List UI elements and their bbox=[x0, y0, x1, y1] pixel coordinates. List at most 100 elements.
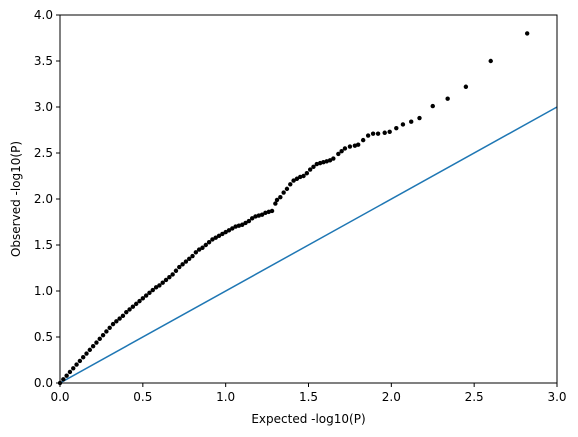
data-point bbox=[430, 103, 435, 109]
data-point bbox=[400, 122, 406, 127]
y-tick-label: 1.5 bbox=[34, 238, 53, 252]
x-tick-label: 0.5 bbox=[133, 390, 152, 404]
data-point bbox=[74, 362, 79, 367]
data-point bbox=[463, 84, 469, 89]
data-point bbox=[294, 176, 300, 181]
data-point bbox=[273, 201, 278, 206]
x-tick-label: 1.0 bbox=[216, 390, 235, 404]
data-point bbox=[347, 144, 353, 149]
data-point bbox=[147, 290, 152, 296]
data-point bbox=[307, 167, 313, 172]
data-point bbox=[298, 174, 303, 180]
data-point bbox=[263, 210, 268, 215]
data-point bbox=[180, 262, 185, 267]
data-point bbox=[206, 240, 212, 245]
data-point bbox=[193, 250, 199, 255]
x-tick-label: 0.0 bbox=[50, 390, 69, 404]
data-point bbox=[153, 285, 159, 290]
x-tick-label: 2.0 bbox=[382, 390, 401, 404]
data-point bbox=[356, 142, 361, 147]
reference-line-layer bbox=[59, 106, 558, 384]
data-point bbox=[107, 325, 112, 330]
data-point bbox=[488, 58, 493, 64]
data-point bbox=[291, 178, 296, 183]
data-point bbox=[387, 129, 392, 135]
data-point bbox=[196, 247, 202, 252]
data-point bbox=[236, 223, 242, 228]
data-point bbox=[173, 268, 179, 273]
data-point bbox=[311, 164, 316, 169]
data-point bbox=[327, 158, 333, 163]
data-point bbox=[150, 287, 155, 293]
data-point bbox=[110, 321, 116, 327]
y-axis-ticks: 0.0 0.5 1.0 1.5 2.0 2.5 3.0 3.5 4.0 bbox=[34, 8, 60, 390]
data-point bbox=[183, 259, 189, 264]
data-point bbox=[61, 377, 66, 382]
y-tick-label: 1.0 bbox=[34, 284, 53, 298]
data-point bbox=[233, 224, 238, 229]
data-point bbox=[274, 197, 280, 203]
data-point bbox=[382, 130, 387, 135]
data-point bbox=[190, 253, 195, 259]
data-point bbox=[220, 231, 225, 237]
data-point bbox=[71, 366, 76, 371]
data-point bbox=[304, 171, 310, 176]
data-point bbox=[187, 256, 192, 261]
x-axis-ticks: 0.0 0.5 1.0 1.5 2.0 2.5 3.0 bbox=[50, 383, 567, 404]
data-point bbox=[117, 316, 122, 321]
data-point bbox=[246, 218, 252, 224]
data-point bbox=[200, 245, 205, 250]
data-point bbox=[256, 213, 261, 218]
data-point bbox=[64, 373, 69, 378]
data-point bbox=[339, 148, 344, 154]
x-tick-label: 2.5 bbox=[465, 390, 484, 404]
data-point bbox=[140, 296, 146, 301]
data-point bbox=[114, 319, 119, 324]
data-point bbox=[278, 194, 283, 200]
data-point bbox=[352, 143, 358, 148]
data-point bbox=[157, 283, 162, 288]
data-point bbox=[226, 228, 232, 233]
data-point bbox=[143, 293, 149, 298]
reference-line bbox=[59, 106, 558, 384]
data-point bbox=[524, 31, 530, 36]
data-point bbox=[365, 133, 371, 138]
data-point bbox=[259, 212, 265, 217]
data-point bbox=[266, 209, 271, 215]
data-point bbox=[127, 307, 132, 312]
data-point bbox=[77, 358, 83, 364]
data-point bbox=[177, 264, 182, 270]
data-point bbox=[370, 131, 376, 136]
data-point bbox=[160, 280, 165, 285]
data-point bbox=[240, 222, 245, 227]
y-tick-label: 3.0 bbox=[34, 100, 53, 114]
data-point bbox=[137, 298, 142, 304]
data-point bbox=[409, 119, 414, 124]
data-point bbox=[336, 151, 341, 157]
data-point bbox=[417, 115, 422, 121]
data-point bbox=[216, 233, 222, 238]
data-point bbox=[203, 242, 208, 248]
data-point bbox=[288, 182, 293, 187]
data-point bbox=[213, 235, 218, 240]
data-point bbox=[321, 160, 326, 165]
data-point bbox=[124, 309, 129, 315]
y-tick-label: 0.5 bbox=[34, 330, 53, 344]
data-point bbox=[230, 226, 235, 231]
data-point bbox=[314, 161, 319, 167]
plot-frame bbox=[59, 14, 558, 384]
y-tick-label: 0.0 bbox=[34, 376, 53, 390]
data-point bbox=[87, 347, 93, 353]
data-point bbox=[134, 301, 139, 307]
data-point bbox=[375, 131, 381, 136]
data-point bbox=[243, 220, 248, 226]
x-axis-label: Expected -log10(P) bbox=[251, 412, 365, 426]
data-point bbox=[97, 336, 102, 342]
data-point bbox=[210, 237, 215, 242]
y-tick-label: 4.0 bbox=[34, 8, 53, 22]
data-point bbox=[269, 208, 275, 214]
plot-area bbox=[57, 31, 558, 386]
data-point bbox=[94, 340, 99, 345]
data-point bbox=[120, 313, 126, 319]
data-point bbox=[342, 146, 348, 151]
